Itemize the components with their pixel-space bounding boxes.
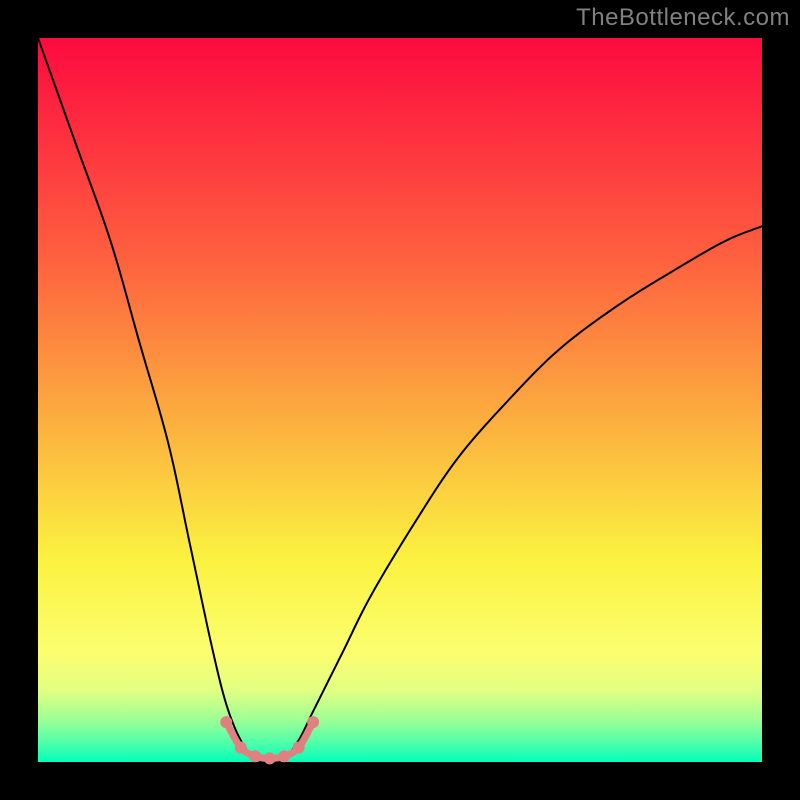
optimum-marker-dot	[293, 742, 305, 754]
optimum-marker-dot	[278, 750, 290, 762]
optimum-marker-dot	[235, 742, 247, 754]
bottleneck-curve-chart	[0, 0, 800, 800]
optimum-marker-dot	[220, 716, 232, 728]
optimum-marker-dot	[249, 750, 261, 762]
plot-gradient-background	[38, 38, 762, 762]
watermark-text: TheBottleneck.com	[576, 4, 790, 32]
optimum-marker-dot	[264, 752, 276, 764]
optimum-marker-dot	[307, 716, 319, 728]
chart-container: TheBottleneck.com	[0, 0, 800, 800]
